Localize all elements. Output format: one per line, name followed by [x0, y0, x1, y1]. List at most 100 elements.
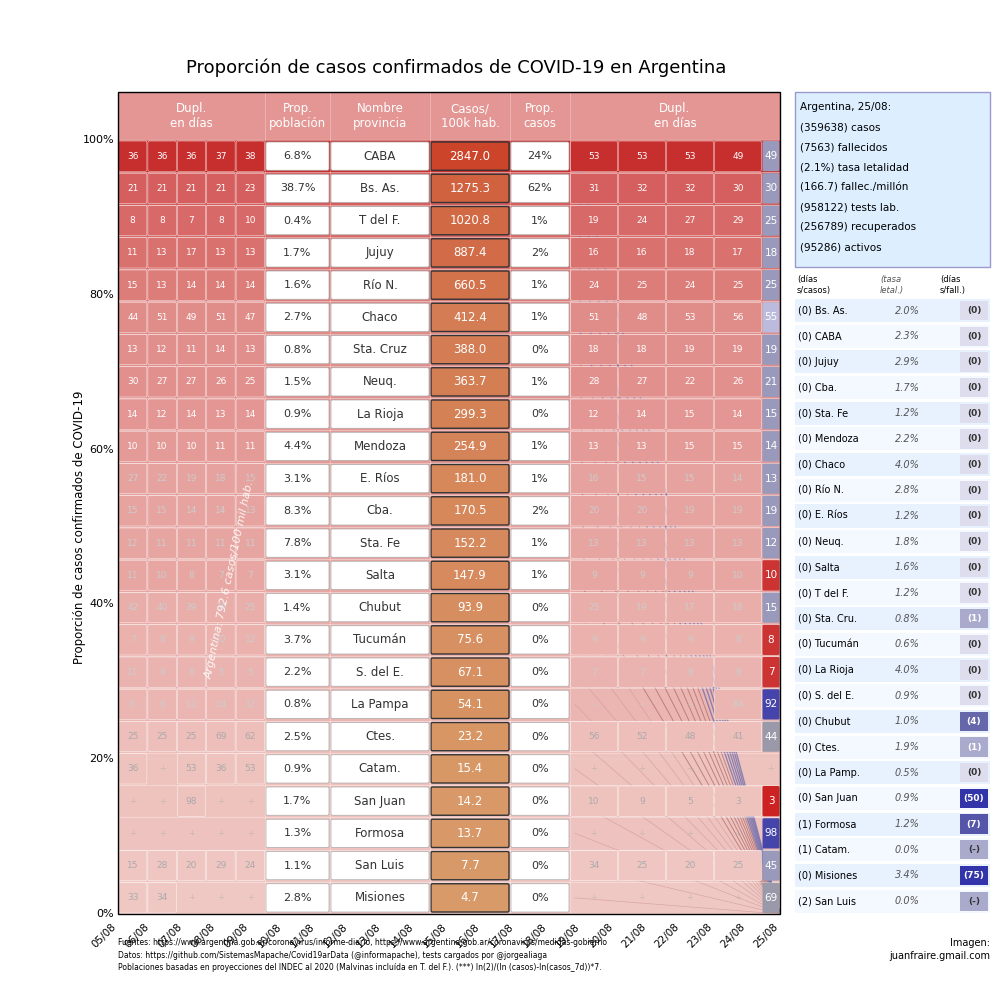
- Bar: [960, 532, 988, 551]
- Text: 13: 13: [245, 248, 256, 257]
- FancyBboxPatch shape: [511, 497, 569, 525]
- Text: 13: 13: [588, 442, 600, 451]
- Text: 170.5: 170.5: [453, 504, 487, 517]
- Text: 9: 9: [591, 571, 597, 580]
- FancyBboxPatch shape: [431, 722, 509, 751]
- Bar: [960, 429, 988, 449]
- Bar: [118, 591, 780, 624]
- Bar: [795, 736, 990, 759]
- Text: 22: 22: [684, 377, 696, 386]
- FancyBboxPatch shape: [714, 367, 762, 397]
- FancyBboxPatch shape: [666, 464, 714, 494]
- Text: (0) CABA: (0) CABA: [798, 331, 842, 341]
- Bar: [118, 430, 780, 462]
- Text: 5: 5: [218, 668, 224, 677]
- FancyBboxPatch shape: [714, 657, 762, 687]
- Text: 1275.3: 1275.3: [450, 182, 490, 195]
- FancyBboxPatch shape: [666, 496, 714, 526]
- Bar: [795, 658, 990, 682]
- Bar: [795, 376, 990, 399]
- Text: (0) Mendoza: (0) Mendoza: [798, 434, 859, 444]
- Bar: [795, 92, 990, 267]
- Text: (días
s/fall.): (días s/fall.): [940, 275, 966, 295]
- Text: 0.5%: 0.5%: [895, 768, 920, 778]
- FancyBboxPatch shape: [618, 141, 666, 171]
- Text: 1%: 1%: [531, 216, 549, 226]
- FancyBboxPatch shape: [431, 690, 509, 718]
- Text: Neuq.: Neuq.: [363, 375, 397, 388]
- FancyBboxPatch shape: [266, 690, 329, 718]
- FancyBboxPatch shape: [431, 884, 509, 912]
- Text: 48: 48: [684, 732, 696, 741]
- Text: 14: 14: [245, 281, 256, 290]
- Text: 18: 18: [588, 345, 600, 354]
- FancyBboxPatch shape: [266, 142, 329, 170]
- FancyBboxPatch shape: [118, 399, 147, 429]
- Text: 26: 26: [732, 377, 744, 386]
- Bar: [118, 882, 780, 914]
- Text: 30: 30: [764, 183, 778, 193]
- Bar: [795, 607, 990, 630]
- FancyBboxPatch shape: [266, 174, 329, 202]
- Text: 9: 9: [159, 668, 165, 677]
- Text: (0): (0): [967, 511, 981, 520]
- FancyBboxPatch shape: [618, 270, 666, 300]
- FancyBboxPatch shape: [511, 852, 569, 880]
- Text: 25: 25: [764, 216, 778, 226]
- Text: 21: 21: [156, 184, 168, 193]
- FancyBboxPatch shape: [714, 722, 762, 752]
- Bar: [118, 785, 780, 817]
- Text: 44: 44: [127, 313, 138, 322]
- Text: 18: 18: [684, 248, 696, 257]
- Text: (0) La Rioja: (0) La Rioja: [798, 665, 854, 675]
- Bar: [795, 530, 990, 553]
- FancyBboxPatch shape: [511, 464, 569, 493]
- FancyBboxPatch shape: [570, 560, 618, 590]
- Bar: [795, 684, 990, 707]
- Text: +: +: [247, 797, 254, 806]
- FancyBboxPatch shape: [266, 207, 329, 235]
- Text: T del F.: T del F.: [359, 214, 401, 227]
- Text: 40%: 40%: [89, 599, 114, 609]
- Bar: [118, 334, 780, 366]
- Text: 11: 11: [127, 571, 138, 580]
- FancyBboxPatch shape: [331, 658, 429, 686]
- Text: Formosa: Formosa: [355, 827, 405, 840]
- FancyBboxPatch shape: [431, 174, 509, 202]
- FancyBboxPatch shape: [236, 367, 264, 397]
- Text: Catam.: Catam.: [359, 762, 401, 775]
- Text: 8: 8: [159, 635, 165, 644]
- Text: 26: 26: [215, 377, 227, 386]
- FancyBboxPatch shape: [118, 689, 147, 720]
- FancyBboxPatch shape: [431, 787, 509, 815]
- FancyBboxPatch shape: [618, 399, 666, 429]
- Text: 2.8%: 2.8%: [895, 485, 920, 495]
- Text: 12: 12: [156, 410, 168, 419]
- Text: 14: 14: [764, 441, 778, 451]
- FancyBboxPatch shape: [570, 625, 618, 655]
- Text: (0) Chubut: (0) Chubut: [798, 716, 850, 726]
- FancyBboxPatch shape: [118, 431, 147, 462]
- FancyBboxPatch shape: [331, 207, 429, 235]
- FancyBboxPatch shape: [266, 593, 329, 622]
- Text: +: +: [591, 893, 597, 902]
- Text: 7: 7: [189, 216, 194, 225]
- Text: 11/08: 11/08: [288, 922, 317, 950]
- Text: 10/08: 10/08: [255, 922, 284, 950]
- FancyBboxPatch shape: [266, 529, 329, 557]
- Text: 13: 13: [636, 442, 648, 451]
- FancyBboxPatch shape: [236, 722, 264, 752]
- Text: 24: 24: [588, 281, 600, 290]
- FancyBboxPatch shape: [207, 657, 235, 687]
- FancyBboxPatch shape: [763, 173, 780, 204]
- Bar: [795, 633, 990, 656]
- Text: S. del E.: S. del E.: [356, 666, 404, 679]
- Bar: [118, 462, 780, 495]
- Text: Río N.: Río N.: [363, 279, 397, 292]
- Bar: [795, 350, 990, 373]
- Text: 412.4: 412.4: [453, 311, 487, 324]
- Text: 62: 62: [245, 732, 256, 741]
- Text: 7: 7: [218, 571, 224, 580]
- Text: (0): (0): [967, 768, 981, 777]
- Text: 3.1%: 3.1%: [283, 570, 312, 580]
